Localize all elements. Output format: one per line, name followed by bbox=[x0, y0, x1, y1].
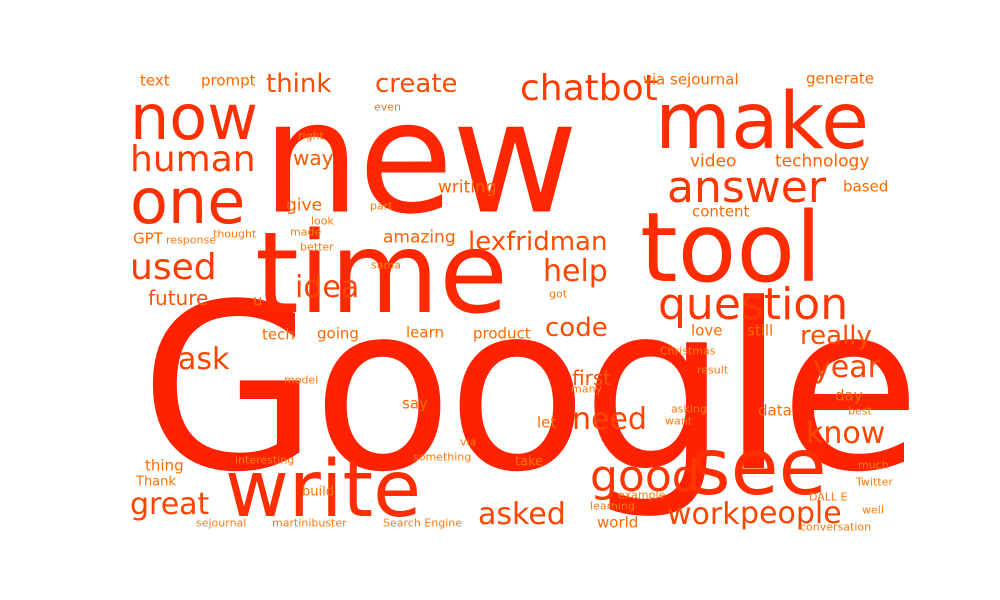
word-thank: Thank bbox=[136, 474, 176, 490]
word-say: say bbox=[402, 394, 428, 413]
word-day: day bbox=[835, 386, 863, 405]
word-good: good bbox=[590, 451, 700, 502]
word-sejournal: sejournal bbox=[196, 516, 247, 530]
word-martinibuster: martinibuster bbox=[272, 516, 347, 530]
word-lexfridman: lexfridman bbox=[468, 227, 608, 257]
word-help: help bbox=[543, 254, 608, 289]
word-better: better bbox=[300, 240, 334, 254]
word-much: much bbox=[858, 458, 889, 472]
word-amazing: amazing bbox=[383, 227, 456, 248]
word-twitter: Twitter bbox=[856, 475, 893, 489]
word-still: still bbox=[747, 321, 774, 340]
word-learn: learn bbox=[406, 323, 444, 342]
word-u: u bbox=[253, 291, 263, 310]
word-example: example bbox=[618, 488, 666, 502]
word-one: one bbox=[130, 165, 246, 238]
word-prompt: prompt bbox=[201, 71, 256, 90]
word-data: data bbox=[758, 401, 792, 420]
word-great: great bbox=[130, 487, 210, 522]
word-chatbot: chatbot bbox=[520, 68, 658, 109]
word-first: first bbox=[572, 366, 612, 390]
word-idea: idea bbox=[295, 270, 360, 305]
word-write: write bbox=[225, 445, 422, 535]
word-new: new bbox=[262, 67, 578, 249]
word-well: well bbox=[862, 503, 884, 517]
word-year: year bbox=[813, 350, 880, 385]
word-time: time bbox=[255, 209, 509, 339]
word-see: see bbox=[690, 423, 827, 513]
word-right: right bbox=[298, 129, 324, 143]
word-model: model bbox=[284, 373, 319, 387]
word-look: look bbox=[311, 214, 334, 228]
word-ask: ask bbox=[178, 342, 230, 377]
word-conversation: conversation bbox=[800, 520, 872, 534]
word-sama: sama bbox=[371, 258, 401, 272]
word-content: content bbox=[692, 202, 750, 221]
word-tech: tech bbox=[262, 325, 295, 344]
word-work: work bbox=[667, 497, 740, 532]
word-many: many bbox=[571, 382, 602, 396]
word-people: people bbox=[740, 496, 842, 531]
word-world: world bbox=[597, 513, 639, 532]
word-something: something bbox=[413, 450, 472, 464]
word-take: take bbox=[515, 454, 544, 470]
word-learning: learning bbox=[590, 499, 635, 513]
word-now: now bbox=[130, 81, 258, 154]
word-want: want bbox=[665, 414, 693, 428]
word-result: result bbox=[697, 363, 729, 377]
word-create: create bbox=[375, 69, 458, 99]
word-text: text bbox=[140, 71, 170, 90]
word-technology: technology bbox=[775, 151, 870, 172]
word-generate: generate bbox=[806, 69, 874, 88]
word-google: Google bbox=[140, 256, 921, 523]
word-asked: asked bbox=[478, 497, 566, 532]
word-best: best bbox=[848, 404, 872, 418]
word-dall-e: DALL E bbox=[809, 490, 848, 504]
word-going: going bbox=[317, 324, 359, 343]
word-used: used bbox=[130, 247, 217, 288]
word-way: way bbox=[293, 146, 334, 170]
word-thought: thought bbox=[213, 227, 257, 241]
word-made: made bbox=[290, 225, 322, 239]
word-product: product bbox=[473, 324, 531, 343]
word-really: really bbox=[800, 321, 872, 351]
word-response: response bbox=[166, 233, 216, 247]
word-writing: writing bbox=[438, 177, 497, 198]
word-christmas: Christmas bbox=[660, 344, 716, 358]
word-got: got bbox=[549, 287, 568, 301]
word-video: video bbox=[690, 151, 737, 172]
word-code: code bbox=[545, 313, 608, 343]
word-let: let bbox=[537, 413, 557, 432]
word-based: based bbox=[843, 177, 889, 196]
word-know: know bbox=[806, 416, 886, 451]
word-even: even bbox=[374, 100, 402, 114]
word-human: human bbox=[130, 139, 256, 180]
word-via: via bbox=[460, 435, 477, 449]
word-give: give bbox=[286, 195, 323, 216]
word-search-engine: Search Engine bbox=[383, 516, 462, 530]
word-love: love bbox=[691, 321, 723, 340]
word-think: think bbox=[266, 69, 332, 99]
word-answer: answer bbox=[667, 162, 826, 213]
word-interesting: interesting bbox=[235, 453, 295, 467]
word-question: question bbox=[658, 279, 849, 330]
word-future: future bbox=[148, 286, 209, 310]
word-build: build bbox=[302, 484, 334, 500]
word-part: part bbox=[370, 199, 393, 213]
word-make: make bbox=[655, 77, 870, 167]
word-via-sejournal: via sejournal bbox=[643, 70, 739, 89]
word-need: need bbox=[572, 402, 647, 437]
word-gpt: GPT bbox=[133, 229, 163, 248]
word-thing: thing bbox=[145, 456, 184, 475]
word-asking: asking bbox=[671, 402, 707, 416]
word-tool: tool bbox=[640, 192, 822, 304]
